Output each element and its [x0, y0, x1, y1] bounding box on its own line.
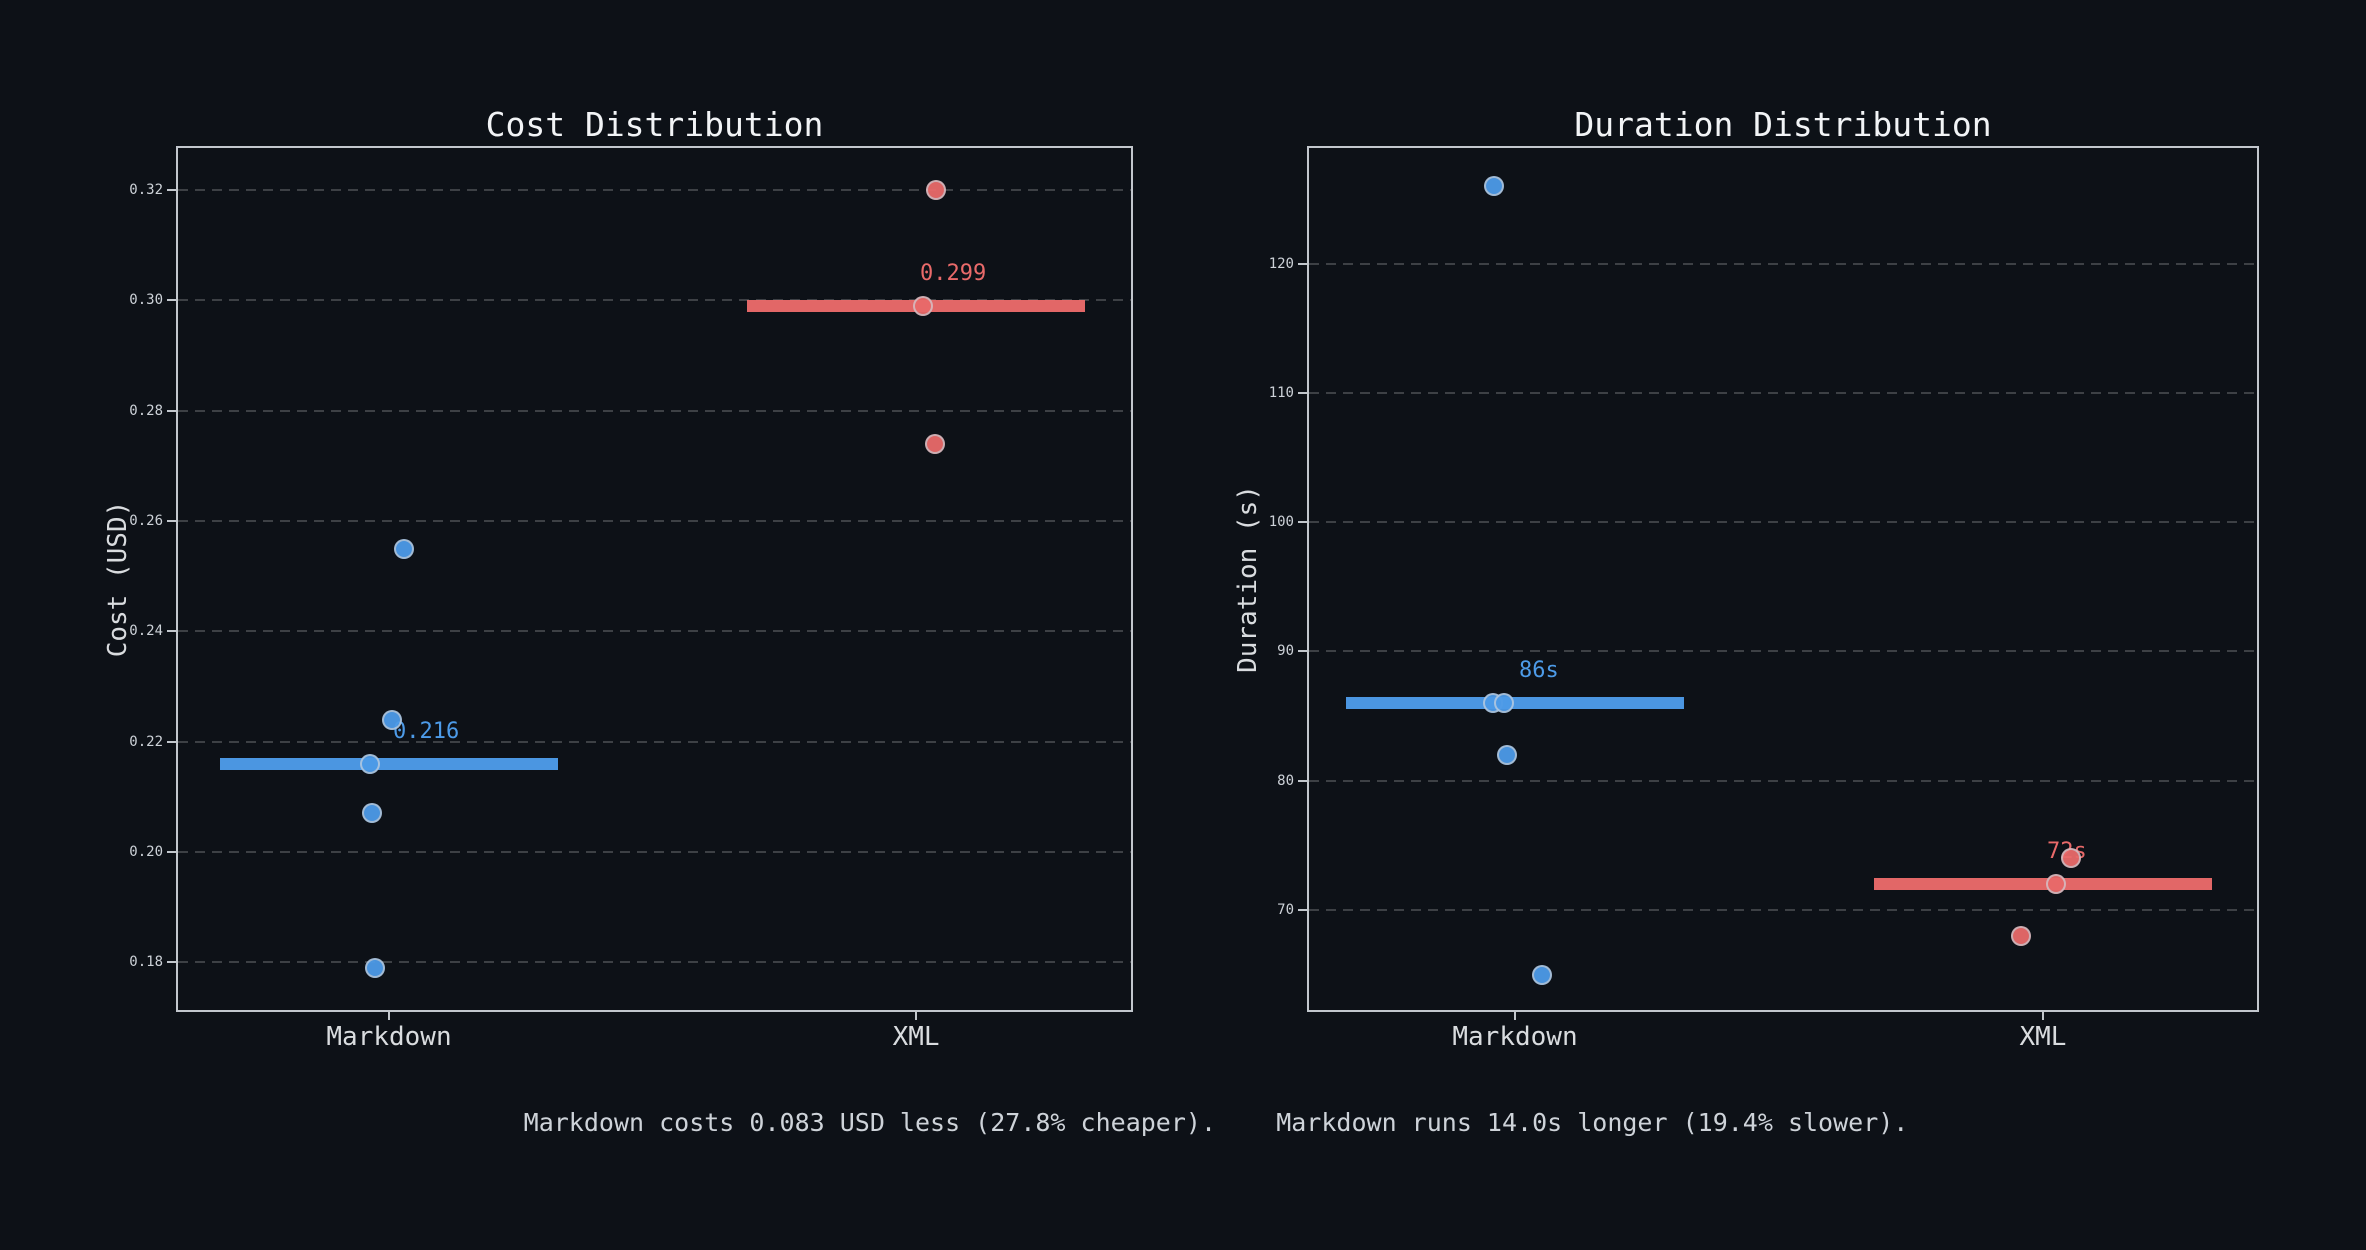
cost-chart-title: Cost Distribution	[485, 105, 824, 144]
y-tick-label: 0.30	[129, 292, 163, 309]
y-tick-mark	[1298, 779, 1307, 782]
y-tick-label: 110	[1268, 384, 1294, 401]
y-tick-label: 0.28	[129, 402, 163, 419]
y-tick-mark	[167, 851, 176, 854]
y-tick-label: 80	[1277, 772, 1294, 789]
y-tick-mark	[167, 299, 176, 302]
y-tick-mark	[167, 520, 176, 523]
category-label: XML	[892, 1022, 940, 1052]
y-tick-mark	[167, 630, 176, 633]
cost-plot-area	[176, 146, 1133, 1012]
category-label: XML	[2019, 1022, 2067, 1052]
x-tick-mark	[388, 1012, 391, 1020]
duration-y-axis-label: Duration (s)	[1233, 485, 1263, 673]
duration-plot-area	[1307, 146, 2259, 1012]
y-tick-mark	[1298, 521, 1307, 524]
y-tick-mark	[167, 961, 176, 964]
y-tick-label: 0.18	[129, 954, 163, 971]
x-tick-mark	[2041, 1012, 2044, 1020]
y-tick-mark	[167, 189, 176, 192]
summary-caption: Markdown costs 0.083 USD less (27.8% che…	[523, 1108, 1909, 1137]
y-tick-label: 0.22	[129, 733, 163, 750]
y-tick-mark	[1298, 908, 1307, 911]
y-tick-mark	[167, 409, 176, 412]
category-label: Markdown	[1452, 1022, 1578, 1052]
y-tick-mark	[1298, 262, 1307, 265]
y-tick-mark	[1298, 391, 1307, 394]
category-label: Markdown	[326, 1022, 452, 1052]
x-tick-mark	[915, 1012, 918, 1020]
y-tick-label: 0.32	[129, 182, 163, 199]
cost-y-axis-label: Cost (USD)	[103, 500, 133, 658]
y-tick-mark	[167, 740, 176, 743]
y-tick-label: 120	[1268, 255, 1294, 272]
y-tick-mark	[1298, 650, 1307, 653]
x-tick-mark	[1514, 1012, 1516, 1020]
y-tick-label: 70	[1277, 901, 1294, 918]
y-tick-label: 0.20	[129, 844, 163, 861]
duration-chart-title: Duration Distribution	[1574, 105, 1992, 144]
